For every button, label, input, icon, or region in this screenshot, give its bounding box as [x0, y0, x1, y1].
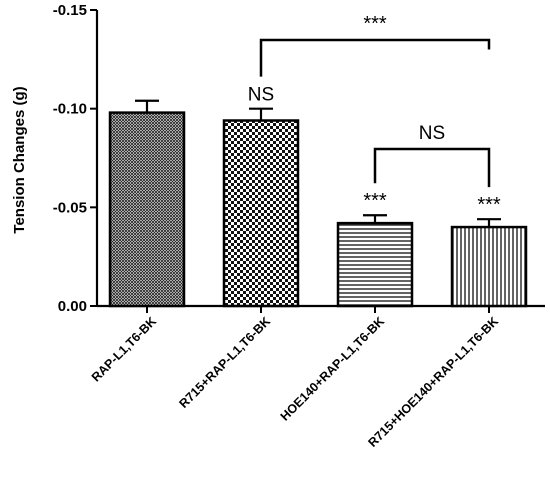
bar — [336, 221, 414, 308]
comparison-bracket — [259, 38, 491, 77]
bar-annotation: NS — [248, 85, 274, 106]
comparison-bracket — [373, 147, 491, 188]
bar-annotation: *** — [363, 190, 387, 212]
bar-annotation: *** — [477, 194, 501, 216]
y-tick-label: -0.05 — [53, 199, 87, 216]
annotations-group: *** NS — [259, 13, 491, 188]
y-tick-label: -0.10 — [53, 101, 87, 118]
comparison-label: NS — [419, 123, 445, 144]
bars-group: RAP-L1,T6-BK R715+RAP-L1,T6-BK NS HOE140+RA… — [89, 85, 528, 450]
comparison-label: *** — [363, 13, 387, 35]
y-axis-title: Tension Changes (g) — [11, 86, 28, 233]
x-tick-label: R715+RAP-L1,T6-BK — [177, 314, 274, 411]
x-tick-label: R715+HOE140+RAP-L1,T6-BK — [365, 314, 501, 450]
bar — [108, 111, 186, 308]
y-tick-label: -0.15 — [53, 2, 87, 19]
y-tick-label: 0.00 — [58, 298, 87, 315]
bar — [222, 119, 300, 308]
x-tick-label: RAP-L1,T6-BK — [89, 314, 159, 384]
bar — [450, 225, 528, 308]
x-tick-label: HOE140+RAP-L1,T6-BK — [278, 314, 387, 423]
